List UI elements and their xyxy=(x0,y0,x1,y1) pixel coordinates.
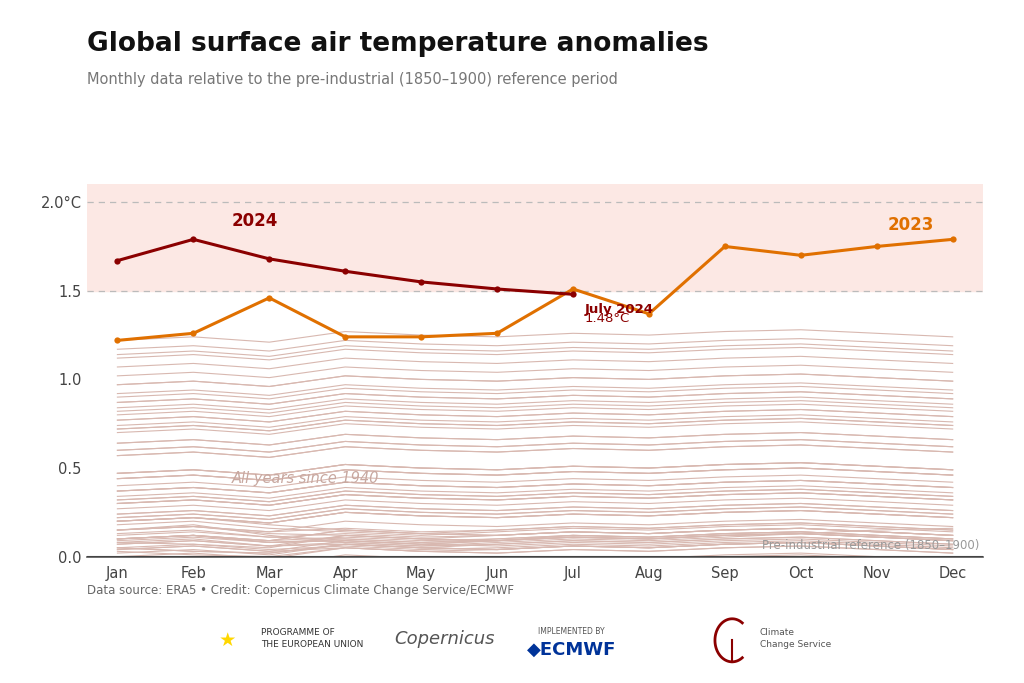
Text: 2024: 2024 xyxy=(231,212,278,230)
Text: Data source: ERA5 • Credit: Copernicus Climate Change Service/ECMWF: Data source: ERA5 • Credit: Copernicus C… xyxy=(87,584,514,597)
Text: All years since 1940: All years since 1940 xyxy=(231,471,379,486)
Text: IMPLEMENTED BY: IMPLEMENTED BY xyxy=(538,627,604,637)
Text: ★: ★ xyxy=(219,631,237,650)
Text: July 2024: July 2024 xyxy=(585,303,653,316)
Text: Monthly data relative to the pre-industrial (1850–1900) reference period: Monthly data relative to the pre-industr… xyxy=(87,72,617,87)
Bar xyxy=(87,167,983,291)
Text: ◆ECMWF: ◆ECMWF xyxy=(527,641,616,659)
Text: Climate
Change Service: Climate Change Service xyxy=(760,628,831,650)
Text: 1.48°C: 1.48°C xyxy=(585,312,630,325)
Text: Global surface air temperature anomalies: Global surface air temperature anomalies xyxy=(87,31,709,57)
Text: 2023: 2023 xyxy=(888,216,935,234)
Text: Pre-industrial reference (1850–1900): Pre-industrial reference (1850–1900) xyxy=(762,539,979,553)
Text: PROGRAMME OF
THE EUROPEAN UNION: PROGRAMME OF THE EUROPEAN UNION xyxy=(261,628,364,650)
Text: Copernicus: Copernicus xyxy=(394,630,495,647)
